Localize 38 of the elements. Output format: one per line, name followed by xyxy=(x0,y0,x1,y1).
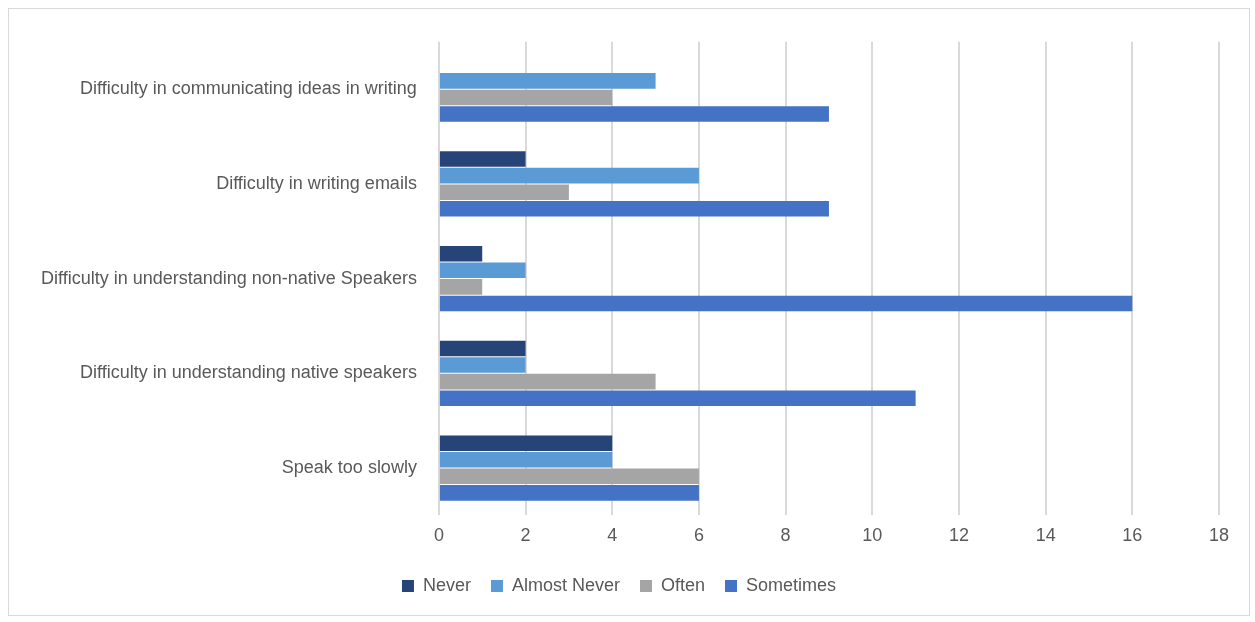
legend-label: Almost Never xyxy=(511,574,620,595)
bar xyxy=(439,262,526,279)
bar xyxy=(439,295,1133,312)
bar xyxy=(439,279,483,295)
bar xyxy=(439,390,916,406)
legend-label: Never xyxy=(422,574,471,595)
bar xyxy=(439,373,656,390)
x-tick-label: 8 xyxy=(780,525,791,546)
legend-label: Sometimes xyxy=(746,574,837,595)
y-tick-label: Difficulty in understanding native speakers xyxy=(80,362,417,383)
x-tick-label: 6 xyxy=(693,525,704,546)
bar xyxy=(439,245,483,262)
bar xyxy=(439,151,526,167)
bar xyxy=(439,184,569,200)
x-tick-label: 2 xyxy=(520,525,531,546)
bar xyxy=(439,357,526,373)
x-tick-label: 12 xyxy=(948,525,969,546)
x-tick-label: 10 xyxy=(862,525,883,546)
x-tick-label: 4 xyxy=(607,525,618,546)
bar xyxy=(439,73,656,89)
x-tick-label: 0 xyxy=(433,525,444,546)
bar xyxy=(439,451,613,468)
bar xyxy=(439,89,613,106)
y-tick-label: Difficulty in understanding non-native Speakers xyxy=(41,267,417,288)
bar xyxy=(439,485,699,501)
bar xyxy=(439,200,829,217)
y-tick-label: Difficulty in writing emails xyxy=(216,172,417,193)
x-tick-label: 14 xyxy=(1035,525,1056,546)
bar xyxy=(439,106,829,122)
x-tick-label: 16 xyxy=(1122,525,1143,546)
bar xyxy=(439,468,699,485)
y-tick-label: Difficulty in communicating ideas in writing xyxy=(80,78,417,99)
bar xyxy=(439,340,526,357)
x-tick-label: 18 xyxy=(1208,525,1230,546)
legend-label: Often xyxy=(661,574,706,595)
bar xyxy=(439,167,699,184)
y-tick-label: Speak too slowly xyxy=(281,457,417,478)
bar xyxy=(439,435,613,451)
